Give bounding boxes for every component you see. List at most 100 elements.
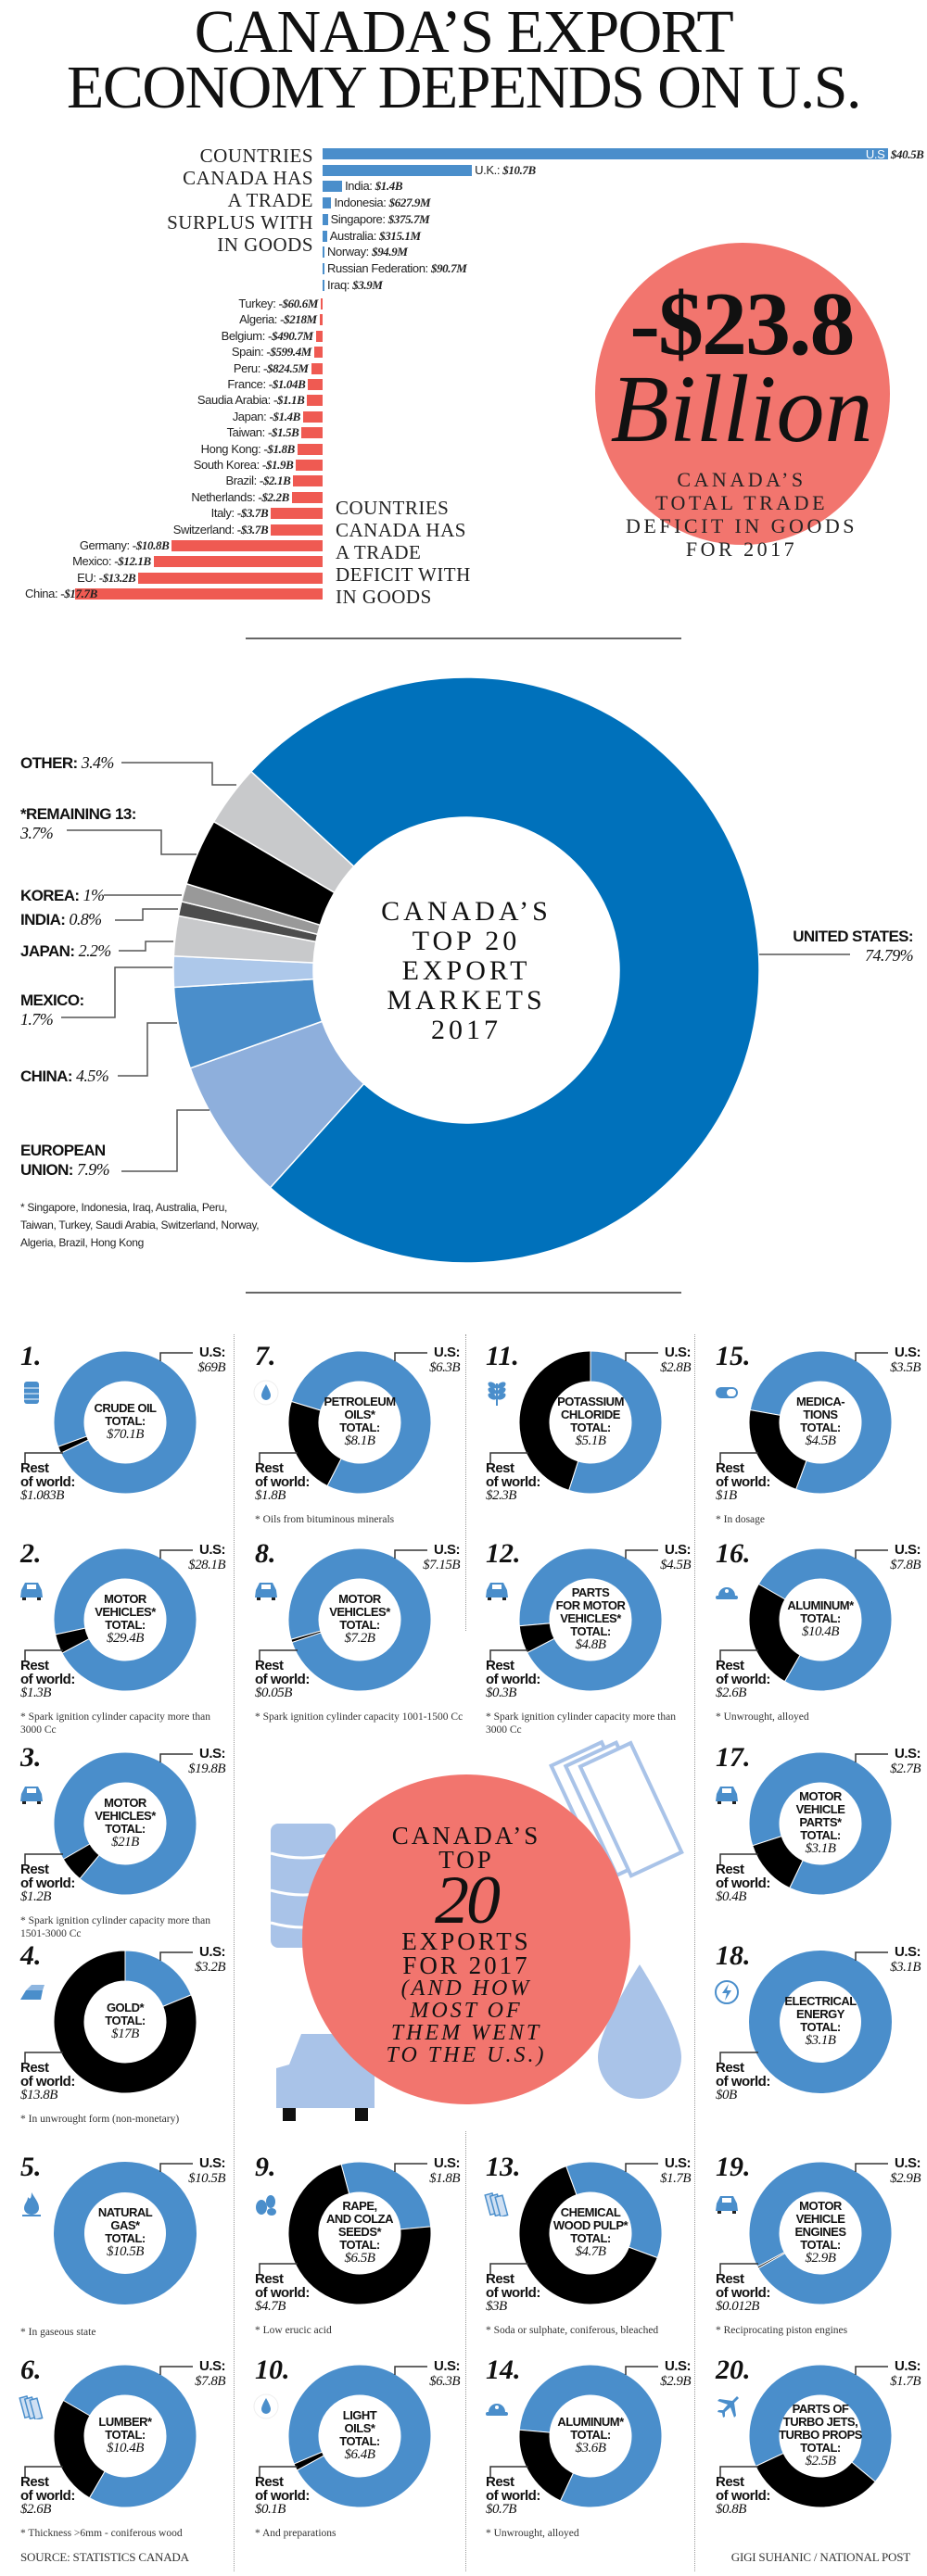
bar-value-label: $94.9M (372, 245, 408, 259)
leader-line-european-union (121, 1109, 210, 1172)
row-value: $0.4B (716, 1889, 746, 1904)
export-total: $4.7B (575, 2244, 606, 2259)
market-share: 7.9% (76, 1160, 110, 1179)
rest-of-world-slice (756, 2251, 786, 2269)
title-number: 20 (435, 1863, 501, 1938)
export-rank: 14. (486, 2355, 521, 2385)
leader-lines (24, 1352, 193, 1464)
export-name: GOLD* (106, 2001, 145, 2014)
export-name: GAS* (110, 2218, 140, 2232)
deficit-bar (75, 588, 323, 600)
export-name: PARTS* (799, 1815, 842, 1829)
heading-line: CANADA HAS (336, 519, 466, 541)
export-center-label: LIGHT OILS* TOTAL: $6.4B (313, 2409, 406, 2462)
caption-line: DEFICIT IN GOODS (626, 514, 857, 537)
bar-value-label: $627.9M (388, 196, 431, 210)
deficit-bar-label: Mexico: -$12.1B (72, 555, 151, 567)
export-name: LUMBER* (98, 2415, 152, 2429)
bar-value-label: -$1.04B (268, 377, 306, 391)
export-center-label: LUMBER* TOTAL: $10.4B (79, 2415, 171, 2456)
export-rank: 4. (20, 1940, 42, 1971)
export-donut (518, 2161, 663, 2305)
bar-country-label: India: (345, 179, 373, 194)
deficit-bar-label: Saudia Arabia: -$1.1B (197, 394, 305, 406)
top-exports-circle (302, 1774, 630, 2104)
us-value-label: U.S: $1.8B (429, 2155, 460, 2187)
export-name: TOTAL: (800, 1611, 841, 1625)
surplus-bar-label: Indonesia: $627.9M (334, 196, 430, 208)
row-value: $1B (716, 1488, 737, 1503)
bar-value-label: -$490.7M (268, 328, 313, 343)
center-title-line: MARKETS (387, 985, 546, 1016)
bar-country-label: Algeria: (239, 312, 277, 327)
export-total: $4.8B (575, 1637, 606, 1652)
row-label: Rest (255, 1460, 284, 1476)
deficit-bar-label: South Korea: -$1.9B (194, 459, 294, 471)
export-name: TURBO PROPS (779, 2428, 862, 2442)
us-label: U.S: (199, 1746, 225, 1762)
market-label-united-states: UNITED STATES: 74.79% (793, 927, 913, 966)
row-leader-line (259, 1649, 298, 1661)
us-label: U.S: (434, 2358, 460, 2374)
market-label-india: INDIA: 0.8% (20, 910, 102, 929)
market-share: 3.7% (20, 824, 54, 842)
leader-lines (259, 1549, 427, 1661)
export-rank: 2. (20, 1538, 42, 1569)
row-label: Rest (255, 2474, 284, 2490)
surplus-bar (323, 246, 324, 259)
market-name: KOREA: (20, 887, 80, 904)
deficit-bar (271, 524, 323, 536)
export-footnote: * In unwrought form (non-monetary) (20, 2114, 180, 2125)
rest-of-world-slice (748, 1409, 807, 1490)
title-line: EXPORTS (401, 1927, 531, 1955)
row-value: $0.1B (255, 2502, 286, 2517)
export-item: 15. MEDICA- TIONS TOTAL: $4.5B U.S: $3.5B Rest o… (695, 1341, 927, 1546)
us-label: U.S: (434, 2155, 460, 2171)
leader-line-india (115, 908, 178, 921)
us-leader-line (625, 1352, 658, 1361)
export-name: TOTAL: (570, 2428, 611, 2442)
rest-of-world-label: Rest of world: $0.8B (716, 2475, 770, 2517)
export-total: $2.5B (805, 2454, 836, 2469)
export-footnote: * In dosage (716, 1514, 766, 1525)
us-leader-line (394, 1549, 427, 1559)
us-label: U.S: (199, 1944, 225, 1960)
car-icon (255, 1583, 277, 1600)
slice-japan (172, 915, 317, 964)
export-center-label: MOTOR VEHICLES* TOTAL: $7.2B (313, 1593, 406, 1646)
rest-of-world-label: Rest of world: $1.8B (255, 1461, 310, 1503)
us-label: U.S: (895, 2358, 921, 2374)
oil-drop-icon (253, 2393, 279, 2419)
deficit-bar-label: Belgium: -$490.7M (222, 330, 313, 342)
us-label: U.S: (895, 2155, 921, 2171)
us-value-label: U.S: $1.7B (890, 2358, 921, 2390)
us-share-slice (757, 1547, 893, 1692)
total-deficit-circle (595, 243, 890, 545)
market-name: EUROPEAN (20, 1142, 106, 1159)
export-footnote: * Spark ignition cylinder capacity 1001-… (255, 1711, 464, 1723)
row-leader-line (24, 2052, 63, 2064)
row-label: of world: (486, 1474, 540, 1490)
deficit-bar-label: Brazil: -$2.1B (225, 474, 290, 486)
surplus-bar (323, 164, 473, 176)
source-credit: SOURCE: STATISTICS CANADA (20, 2550, 189, 2564)
deficit-bar (171, 540, 323, 551)
export-name: NATURAL (97, 2205, 153, 2219)
bar-value-label: $10.7B (502, 162, 536, 177)
row-label: of world: (486, 2285, 540, 2301)
page-title-line: ECONOMY DEPENDS ON U.S. (67, 54, 861, 121)
export-name: ALUMINUM* (557, 2415, 624, 2429)
bar-country-label: Russian Federation: (327, 260, 428, 275)
flame-icon (22, 2192, 41, 2216)
export-name: TOTAL: (800, 2020, 841, 2034)
us-leader-line (159, 1753, 193, 1762)
us-leader-line (394, 2366, 427, 2375)
us-label: U.S: (434, 1345, 460, 1360)
deficit-caption: CANADA’S TOTAL TRADE DEFICIT IN GOODS FOR 2… (575, 468, 908, 561)
rest-of-world-slice (518, 1350, 591, 1492)
export-donut (287, 2364, 432, 2508)
bar-value-label: -$1.9B (262, 458, 294, 472)
airplane-icon (717, 2396, 739, 2418)
bar-country-label: South Korea: (193, 458, 260, 472)
row-label: Rest (716, 2271, 744, 2287)
